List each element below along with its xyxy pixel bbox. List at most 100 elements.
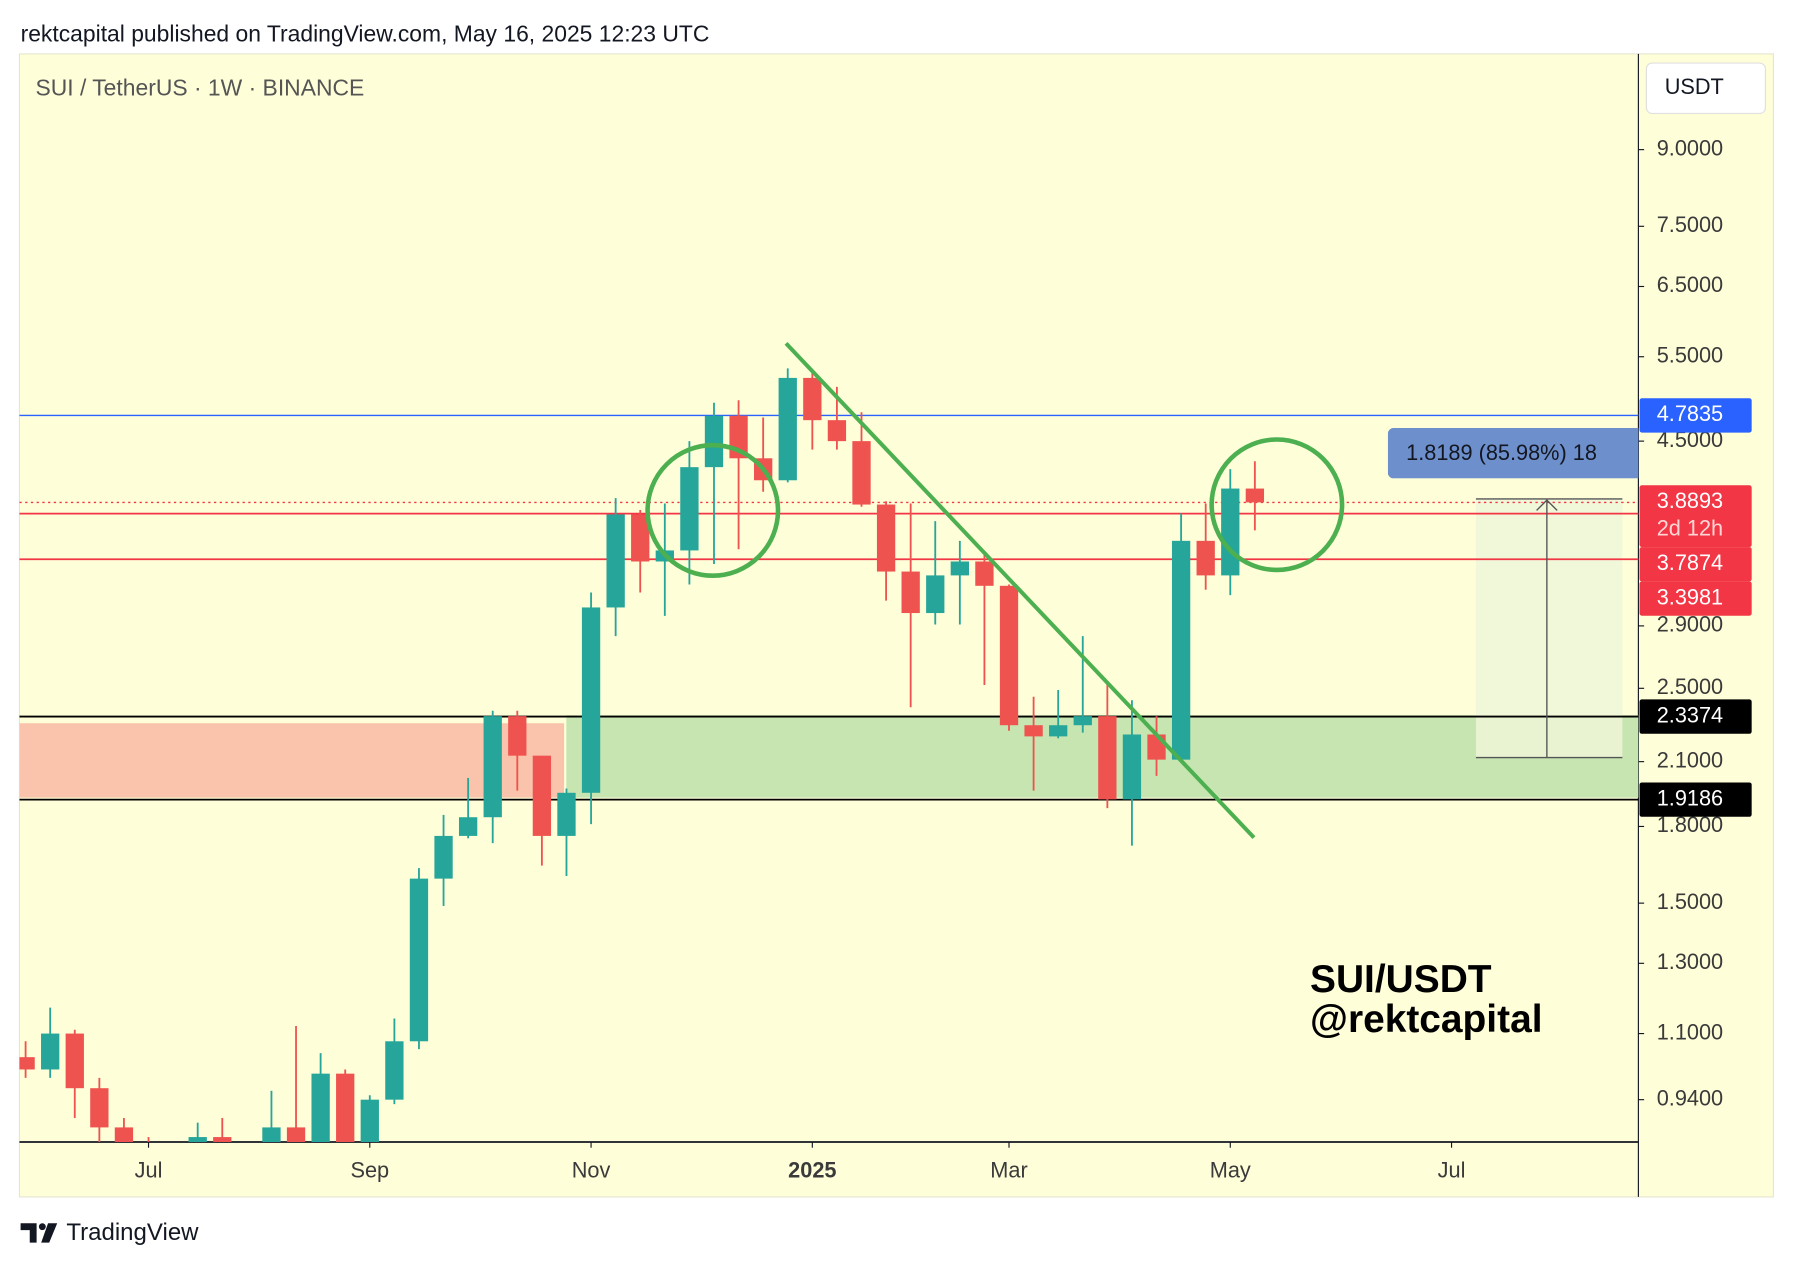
supply-zone xyxy=(19,723,565,798)
candle-body xyxy=(606,514,625,608)
currency-box xyxy=(1645,62,1766,114)
candle-body xyxy=(901,571,920,614)
logo-mark xyxy=(38,1223,46,1231)
x-tick-label: 2025 xyxy=(788,1157,836,1182)
y-tick-label: 6.5000 xyxy=(1657,272,1723,297)
candle-body xyxy=(1171,540,1191,760)
countdown: 2d 12h xyxy=(1657,516,1723,541)
x-tick-label: Jul xyxy=(1438,1157,1466,1182)
candle-body xyxy=(434,835,453,879)
footer-logo xyxy=(20,1223,58,1243)
annotations xyxy=(645,342,1623,840)
candle-body xyxy=(360,1099,379,1142)
y-tick-label: 1.5000 xyxy=(1657,889,1723,914)
candle-body xyxy=(483,716,502,818)
candle-body xyxy=(188,1137,207,1142)
price-label-bg xyxy=(1639,581,1752,616)
candle-body xyxy=(458,817,478,836)
candle-body xyxy=(852,441,871,505)
candle-body xyxy=(999,585,1019,726)
y-tick-label: 9.0000 xyxy=(1657,135,1723,160)
candle-body xyxy=(1221,488,1240,576)
price-label: 2.3374 xyxy=(1657,702,1723,727)
candle-body xyxy=(950,561,969,576)
x-tick-label: Mar xyxy=(990,1157,1027,1182)
measure-area xyxy=(1475,498,1623,758)
measure-box-bg xyxy=(1387,428,1639,479)
measure-box: 1.8189 (85.98%) 18 xyxy=(1387,428,1639,479)
watermark: SUI/USDT xyxy=(1310,958,1492,1001)
y-tick-label: 1.3000 xyxy=(1657,949,1723,974)
candle-body xyxy=(1147,734,1166,760)
symbol-title: SUI / TetherUS · 1W · BINANCE xyxy=(35,74,364,100)
y-tick-label: 2.1000 xyxy=(1657,747,1723,772)
x-tick-label: May xyxy=(1210,1157,1251,1182)
y-tick-label: 2.9000 xyxy=(1657,612,1723,637)
candle-body xyxy=(680,467,699,551)
candle-body xyxy=(1245,488,1265,503)
price-label-bg xyxy=(1639,485,1752,548)
candle-body xyxy=(1049,725,1068,737)
logo-mark xyxy=(41,1223,58,1243)
price-label: 3.7874 xyxy=(1657,550,1723,575)
candle-body xyxy=(1073,716,1092,726)
candle-body xyxy=(508,716,527,756)
candle-body xyxy=(803,377,822,421)
axes: 9.00007.50006.50005.50004.50002.90002.50… xyxy=(135,135,1724,1182)
currency: USDT xyxy=(1665,74,1724,99)
candle-body xyxy=(409,878,429,1042)
trend-line xyxy=(784,342,1256,840)
watermark: @rektcapital xyxy=(1310,998,1542,1041)
candle-body xyxy=(926,575,945,614)
candle-body xyxy=(827,420,847,442)
candle-body xyxy=(336,1073,355,1142)
candle-body xyxy=(1098,716,1117,800)
candle-body xyxy=(385,1041,404,1100)
candle-body xyxy=(557,792,576,836)
candles xyxy=(19,368,1265,1142)
x-tick-label: Sep xyxy=(350,1157,389,1182)
y-tick-label: 7.5000 xyxy=(1657,212,1723,237)
price-label-bg xyxy=(1639,699,1752,734)
y-tick-label: 5.5000 xyxy=(1657,342,1723,367)
price-label-bg xyxy=(1639,547,1752,582)
highlight-circle xyxy=(645,442,781,578)
candle-body xyxy=(286,1127,306,1142)
x-tick-label: Jul xyxy=(135,1157,163,1182)
x-tick-label: Nov xyxy=(572,1157,611,1182)
logo-mark xyxy=(20,1223,37,1243)
price-label: 1.9186 xyxy=(1657,785,1723,810)
y-tick-label: 1.1000 xyxy=(1657,1019,1723,1044)
levels xyxy=(19,414,1639,801)
price-label-bg xyxy=(1639,782,1752,817)
candle-body xyxy=(90,1088,109,1128)
candle-body xyxy=(876,504,896,572)
y-tick-label: 0.9400 xyxy=(1657,1085,1723,1110)
candle-body xyxy=(311,1073,330,1142)
price-labels: 4.7835 3.8893 2d 12h 3.7874 3.3981 2.3374 1.91… xyxy=(1639,398,1752,817)
price-label: 3.8893 xyxy=(1657,488,1723,513)
measure-arrow-head xyxy=(1536,499,1558,511)
candle-body xyxy=(704,415,724,468)
y-tick-label: 2.5000 xyxy=(1657,674,1723,699)
candle-body xyxy=(65,1033,84,1089)
candle-body xyxy=(19,1057,35,1070)
candle-body xyxy=(213,1137,232,1142)
measure-label: 1.8189 (85.98%) 18 xyxy=(1406,440,1597,465)
candle-body xyxy=(975,561,994,586)
candle-body xyxy=(1024,725,1043,737)
candle-body xyxy=(631,514,650,562)
candle-body xyxy=(114,1127,134,1142)
candle-body xyxy=(778,377,797,481)
header: rektcapital published on TradingView.com… xyxy=(21,21,710,47)
footer: TradingView xyxy=(66,1219,199,1246)
candle-body xyxy=(1122,734,1142,800)
price-label-bg xyxy=(1639,398,1752,433)
price-label: 3.3981 xyxy=(1657,584,1723,609)
highlight-circle xyxy=(1209,437,1345,573)
candle-body xyxy=(1196,540,1215,576)
candle-body xyxy=(262,1127,281,1142)
candle-body xyxy=(581,607,601,793)
candle-body xyxy=(532,755,552,836)
